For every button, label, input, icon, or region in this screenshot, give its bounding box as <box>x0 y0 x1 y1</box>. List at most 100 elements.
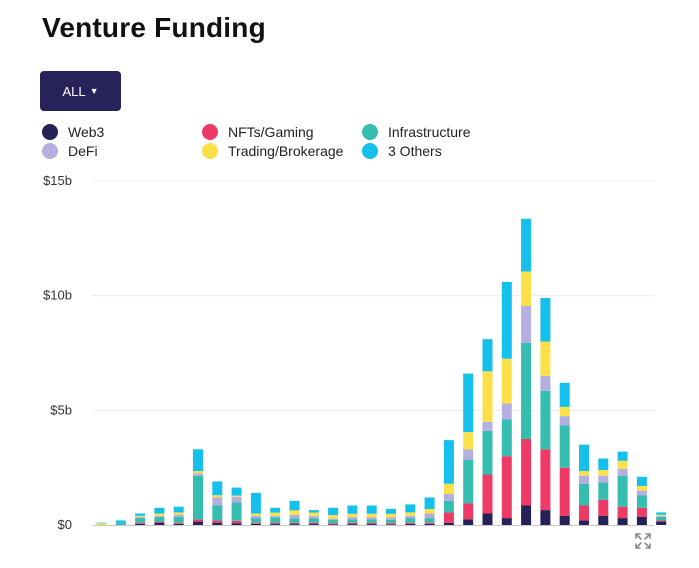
bar-segment-defi <box>579 475 589 484</box>
bar-segment-nfts <box>347 522 358 524</box>
bar-segment-defi <box>521 306 532 343</box>
bar-segment-web3 <box>154 522 165 525</box>
bar-segment-web3 <box>636 517 647 525</box>
bar-segment-others <box>250 492 261 514</box>
bar-segment-web3 <box>501 518 512 525</box>
bar-segment-trading <box>598 470 609 476</box>
bar-segment-web3 <box>424 523 435 525</box>
bar-segment-defi <box>501 403 512 420</box>
bar-segment-others <box>540 298 551 342</box>
bar-segment-infrastructure <box>366 519 377 523</box>
bar-segment-defi <box>231 496 242 503</box>
bar-segment-infrastructure <box>521 342 532 439</box>
bar-segment-trading <box>443 483 454 494</box>
bar-segment-trading <box>579 471 589 476</box>
legend-label-infrastructure: Infrastructure <box>388 124 471 140</box>
bar-segment-trading <box>482 371 493 422</box>
bar-segment-nfts <box>424 522 435 524</box>
bar-segment-infrastructure <box>115 522 126 525</box>
bar-segment-others <box>521 218 532 272</box>
bar-segment-trading <box>540 341 551 376</box>
legend-item-trading[interactable]: Trading/Brokerage <box>202 143 343 159</box>
bar-segment-defi <box>482 421 493 431</box>
bar-segment-defi <box>270 516 281 518</box>
legend-item-others[interactable]: 3 Others <box>362 143 442 159</box>
bar-segment-others <box>598 458 609 470</box>
bar-segment-defi <box>598 475 609 483</box>
bar-segment-web3 <box>405 523 416 525</box>
bar-segment-defi <box>656 515 667 517</box>
legend-label-web3: Web3 <box>68 124 105 140</box>
bar-segment-trading <box>521 271 532 306</box>
bar-segment-defi <box>405 515 416 519</box>
bar-segment-trading <box>308 512 319 516</box>
expand-icon[interactable] <box>634 532 652 550</box>
bar-segment-trading <box>366 513 377 518</box>
bar-segment-defi <box>154 515 165 517</box>
bar-segment-web3 <box>386 524 396 525</box>
bar-segment-defi <box>135 517 146 519</box>
bar-segment-others <box>405 504 416 513</box>
bar-segment-trading <box>96 523 107 525</box>
category-filter-dropdown[interactable]: ALL ▼ <box>40 71 121 111</box>
bar-segment-infrastructure <box>501 419 512 457</box>
bar-segment-others <box>328 507 339 516</box>
bar-segment-others <box>559 382 570 407</box>
bar-segment-defi <box>193 473 203 476</box>
legend-item-defi[interactable]: DeFi <box>42 143 98 159</box>
legend-item-nfts[interactable]: NFTs/Gaming <box>202 124 314 140</box>
bar-segment-others <box>482 339 493 372</box>
legend-item-infrastructure[interactable]: Infrastructure <box>362 124 470 140</box>
bar-segment-web3 <box>521 505 532 525</box>
bar-segment-web3 <box>366 524 377 525</box>
bar-segment-trading <box>617 460 628 469</box>
bar-segment-web3 <box>482 513 493 525</box>
bar-segment-web3 <box>173 523 184 525</box>
bar-segment-defi <box>308 516 319 519</box>
bar-segment-web3 <box>598 515 609 525</box>
bar-segment-others <box>443 440 454 484</box>
bar-segment-others <box>173 506 184 513</box>
legend-label-nfts: NFTs/Gaming <box>228 124 314 140</box>
bar-segment-infrastructure <box>347 519 358 523</box>
bar-segment-web3 <box>193 521 203 525</box>
bar-segment-nfts <box>308 522 319 524</box>
bar-segment-trading <box>424 508 435 514</box>
bar-segment-web3 <box>463 519 474 525</box>
bar-segment-defi <box>212 497 223 506</box>
bar-segment-trading <box>135 515 146 517</box>
bar-segment-trading <box>173 512 184 515</box>
bar-segment-others <box>270 507 281 513</box>
bar-segment-nfts <box>656 520 667 522</box>
bar-segment-nfts <box>598 499 609 516</box>
bar-segment-others <box>617 451 628 461</box>
bar-segment-others <box>135 513 146 516</box>
bar-segment-web3 <box>347 524 358 525</box>
bar-segment-infrastructure <box>386 519 396 524</box>
legend-swatch-web3 <box>42 124 58 140</box>
bar-segment-others <box>386 508 396 514</box>
bar-segment-nfts <box>154 521 165 523</box>
bar-segment-nfts <box>193 519 203 522</box>
bar-segment-others <box>289 500 300 511</box>
bar-segment-others <box>656 512 667 515</box>
bar-segment-nfts <box>386 523 396 525</box>
legend-item-web3[interactable]: Web3 <box>42 124 104 140</box>
bar-segment-infrastructure <box>598 482 609 500</box>
bar-segment-defi <box>463 449 474 460</box>
bar-segment-web3 <box>270 524 281 525</box>
bar-segment-web3 <box>289 524 300 525</box>
bar-segment-others <box>501 281 512 359</box>
bar-segment-nfts <box>463 503 474 520</box>
bar-segment-defi <box>636 490 647 496</box>
bar-segment-defi <box>366 517 377 520</box>
bar-segment-infrastructure <box>289 518 300 523</box>
bar-segment-infrastructure <box>443 500 454 513</box>
bar-segment-web3 <box>579 520 589 525</box>
bar-segment-web3 <box>135 523 146 525</box>
legend-label-defi: DeFi <box>68 143 98 159</box>
bar-segment-nfts <box>270 522 281 524</box>
bar-segment-defi <box>540 375 551 391</box>
bar-segment-nfts <box>135 522 146 524</box>
legend-label-trading: Trading/Brokerage <box>228 143 344 159</box>
